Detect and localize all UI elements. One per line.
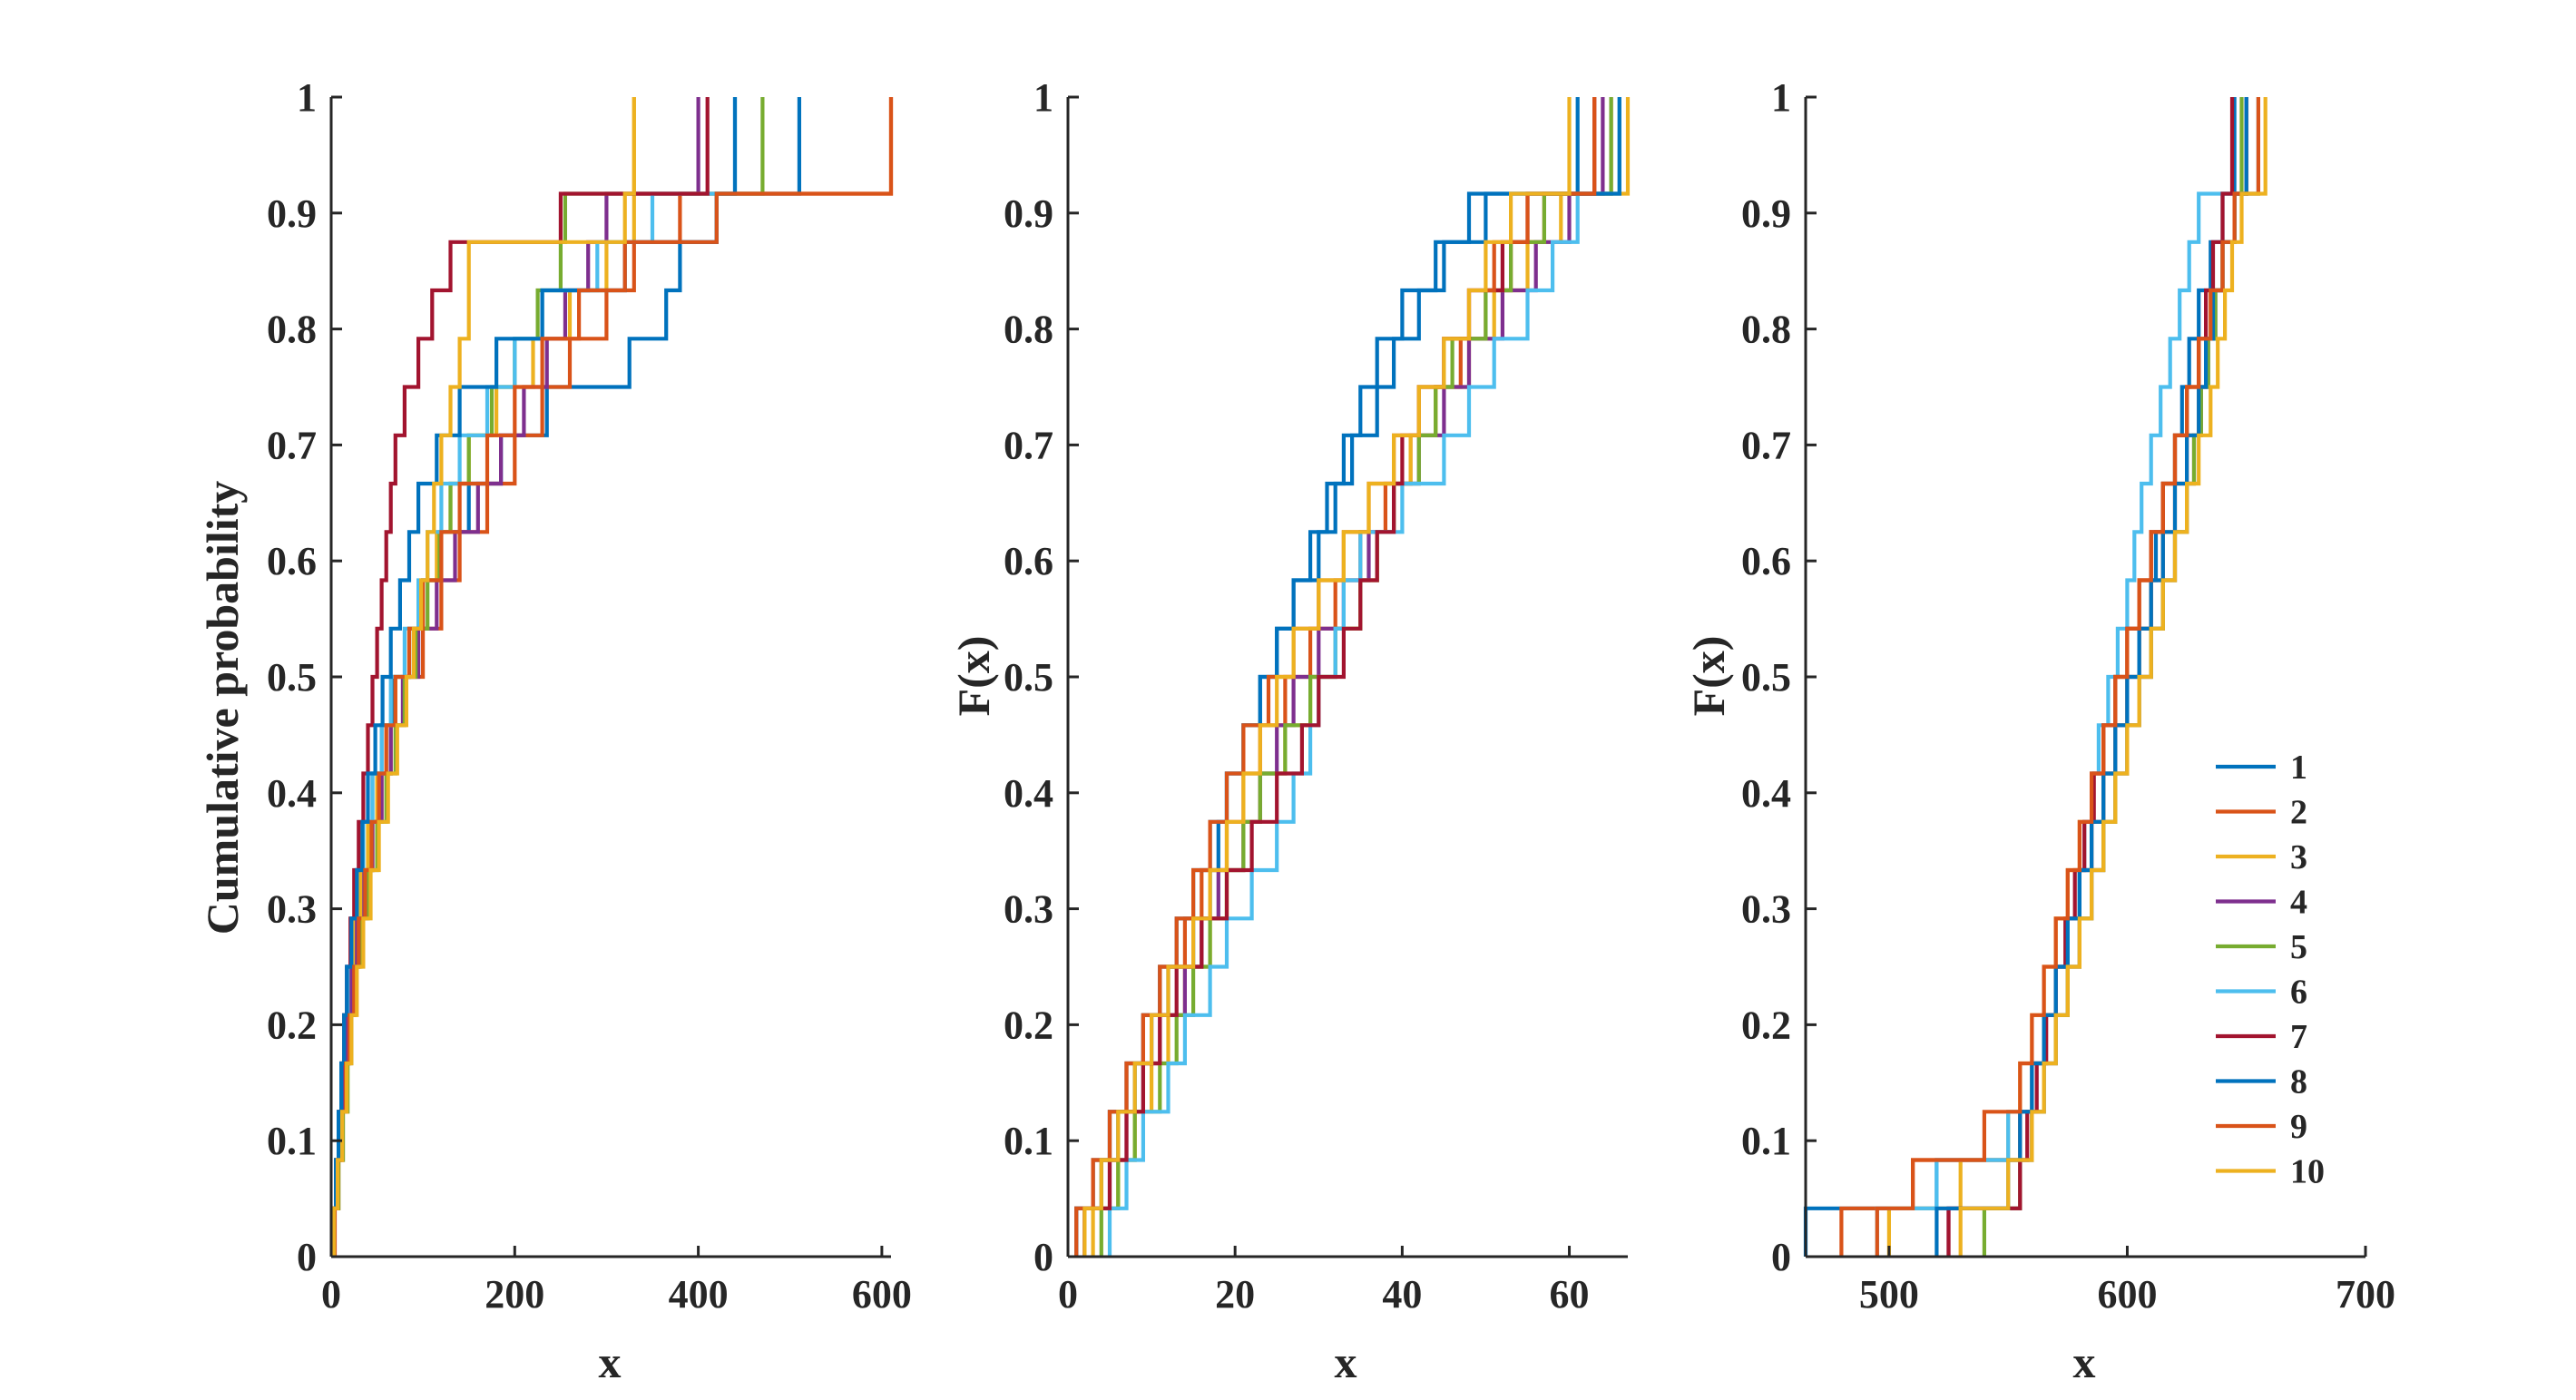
panel-1-plot-area: 0 0.1 0.2 0.3 0.4 0.5 0.6 0.7 0.8 0.9 1 0 200 400 600 [267, 75, 912, 1317]
panel-2-ytick-label: 0.3 [1004, 887, 1053, 932]
panel-1-ytick-label: 1 [297, 75, 317, 120]
panel-1-ytick-label: 0.5 [267, 655, 317, 700]
panel-1-ytick-label: 0.4 [267, 771, 317, 816]
panel-3-xtick-label: 600 [2097, 1272, 2157, 1317]
panel-3-series-6-line [1875, 97, 2260, 1257]
panel-2-ytick-label: 0.6 [1004, 539, 1053, 583]
legend-label-2: 2 [2290, 794, 2307, 832]
panel-3-xtick-label: 700 [2336, 1272, 2395, 1317]
legend-label-10: 10 [2290, 1153, 2325, 1191]
panel-3-series-4-line [1946, 97, 2248, 1257]
legend-label-1: 1 [2290, 749, 2307, 787]
panel-2-ylabel: F(x) [948, 636, 999, 717]
panel-1-ytick-label: 0.7 [267, 423, 317, 467]
panel-1-xtick-label: 200 [485, 1272, 544, 1317]
panel-2-xtick-label: 0 [1058, 1272, 1078, 1317]
panel-1-xtick-label: 600 [852, 1272, 912, 1317]
legend-label-4: 4 [2290, 884, 2307, 922]
panel-1-series-10-line [331, 97, 636, 1257]
panel-3-ytick-label: 0.7 [1741, 423, 1791, 467]
panel-1-ylabel: Cumulative probability [197, 481, 248, 935]
panel-3-ytick-label: 0.6 [1741, 539, 1791, 583]
panel-3-ytick-label: 0.8 [1741, 308, 1791, 352]
panel-3-ytick-label: 0 [1771, 1235, 1791, 1279]
panel-3-xtick-label: 500 [1859, 1272, 1919, 1317]
panel-3-ytick-label: 0.1 [1741, 1119, 1791, 1163]
panel-2-ytick-label: 0.8 [1004, 308, 1053, 352]
panel-3-series-9-line [1875, 97, 2260, 1257]
panel-3-ytick-label: 0.4 [1741, 771, 1791, 816]
legend: 1 2 3 4 5 6 7 8 9 10 [2216, 749, 2325, 1191]
panel-2-plot-area: 0 0.1 0.2 0.3 0.4 0.5 0.6 0.7 0.8 0.9 1 0 20 40 60 [1004, 75, 1631, 1317]
legend-label-3: 3 [2290, 838, 2307, 876]
panel-1-series-8-line [330, 97, 738, 1257]
panel-1-xtick-label: 400 [669, 1272, 729, 1317]
panel-2-xlabel: x [1335, 1336, 1357, 1387]
panel-3-series-10-line [1958, 97, 2267, 1257]
panel-2-ytick-label: 0.5 [1004, 655, 1053, 700]
panel-1-xtick-label: 0 [321, 1272, 341, 1317]
legend-label-8: 8 [2290, 1063, 2307, 1101]
panel-1-ytick-label: 0.8 [267, 308, 317, 352]
panel-2-ytick-label: 0.1 [1004, 1119, 1053, 1163]
panel-2-series-3-line [1091, 97, 1631, 1257]
panel-3-ytick-label: 0.3 [1741, 887, 1791, 932]
legend-label-6: 6 [2290, 974, 2307, 1012]
panel-3-ytick-label: 0.9 [1741, 191, 1791, 236]
panel-1-ytick-label: 0.6 [267, 539, 317, 583]
panel-1-ytick-label: 0.1 [267, 1119, 317, 1163]
panel-3-ytick-label: 0.5 [1741, 655, 1791, 700]
legend-label-5: 5 [2290, 928, 2307, 966]
panel-1: 00.10.20.30.40.50.60.70.80.910 200 400 600 … [197, 75, 912, 1387]
panel-3-ylabel: F(x) [1683, 636, 1734, 717]
panel-1-xlabel: x [599, 1336, 622, 1387]
panel-2: 0 0.1 0.2 0.3 0.4 0.5 0.6 0.7 0.8 0.9 1 0 20 40 60 x F… [948, 75, 1631, 1387]
panel-1-ytick-label: 0.3 [267, 887, 317, 932]
panel-2-ytick-label: 0 [1033, 1235, 1053, 1279]
panel-2-series-8-line [1074, 97, 1621, 1257]
panel-3-plot-area: 0 0.1 0.2 0.3 0.4 0.5 0.6 0.7 0.8 0.9 1 500 600 700 [1741, 75, 2395, 1317]
panel-3-series-3-line [1886, 97, 2248, 1257]
panel-1-ytick-label: 0.2 [267, 1003, 317, 1047]
panel-2-series-6-line [1107, 97, 1621, 1257]
panel-2-ytick-label: 0.2 [1004, 1003, 1053, 1047]
panel-2-ytick-label: 1 [1033, 75, 1053, 120]
panel-2-series-10-line [1082, 97, 1572, 1257]
panel-2-xtick-label: 20 [1215, 1272, 1255, 1317]
legend-label-7: 7 [2290, 1018, 2307, 1056]
legend-label-9: 9 [2290, 1108, 2307, 1146]
panel-1-ytick-label: 0.9 [267, 191, 317, 236]
panel-2-xtick-label: 60 [1550, 1272, 1590, 1317]
panel-2-ytick-label: 0.4 [1004, 771, 1053, 816]
panel-1-series-6-line [330, 97, 738, 1257]
panel-3-ytick-label: 0.2 [1741, 1003, 1791, 1047]
panel-3: 0 0.1 0.2 0.3 0.4 0.5 0.6 0.7 0.8 0.9 1 500 600 700 x… [1683, 75, 2395, 1387]
panel-1-ytick-label: 0 [297, 1235, 317, 1279]
panel-2-ytick-label: 0.9 [1004, 191, 1053, 236]
panel-2-ytick-label: 0.7 [1004, 423, 1053, 467]
panel-3-series-8-line [1934, 97, 2248, 1257]
panel-3-xlabel: x [2073, 1336, 2096, 1387]
panel-2-xtick-label: 40 [1382, 1272, 1422, 1317]
panel-3-ytick-label: 1 [1771, 75, 1791, 120]
